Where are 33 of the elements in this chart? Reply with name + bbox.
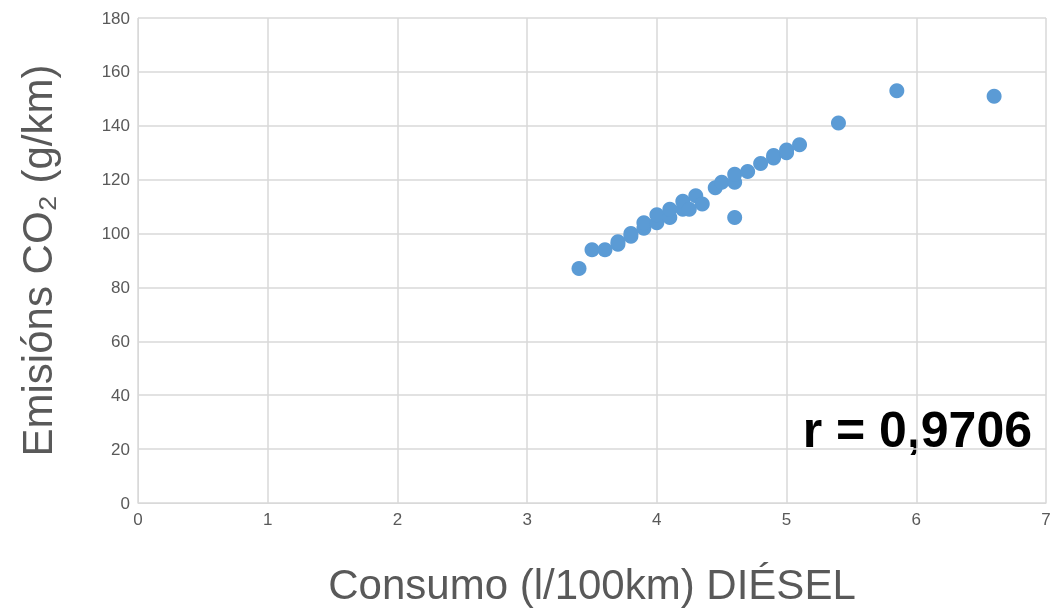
y-tick-label: 80 bbox=[111, 277, 130, 297]
x-tick-label: 4 bbox=[652, 510, 662, 529]
x-tick-label: 6 bbox=[911, 510, 922, 529]
point bbox=[694, 196, 710, 212]
y-tick-label: 100 bbox=[101, 224, 130, 244]
y-tick-label: 60 bbox=[111, 331, 130, 351]
point bbox=[584, 242, 600, 258]
y-tick-label: 20 bbox=[111, 439, 130, 459]
x-tick-label: 3 bbox=[522, 510, 532, 529]
y-tick-label: 0 bbox=[120, 493, 130, 513]
x-tick-label: 5 bbox=[781, 510, 792, 529]
point bbox=[986, 88, 1002, 104]
point bbox=[727, 209, 743, 225]
point bbox=[597, 242, 613, 258]
x-axis-title: Consumo (l/100km) DIÉSEL bbox=[328, 560, 856, 608]
point bbox=[740, 164, 756, 180]
point bbox=[753, 156, 769, 171]
annotation: r = 0,9706 bbox=[802, 402, 1032, 458]
y-tick-label: 120 bbox=[101, 170, 130, 190]
y-tick-label: 180 bbox=[101, 8, 130, 28]
y-tick-label: 40 bbox=[111, 385, 130, 405]
x-tick-label: 7 bbox=[1041, 510, 1051, 529]
y-tick-label: 160 bbox=[101, 62, 130, 82]
y-axis-title: Emisións CO₂ (g/km) bbox=[13, 64, 61, 457]
point bbox=[571, 261, 587, 277]
x-tick-label: 1 bbox=[262, 510, 273, 529]
point bbox=[792, 137, 808, 153]
x-tick-label: 0 bbox=[133, 510, 143, 529]
point bbox=[714, 174, 730, 190]
x-tick-label: 2 bbox=[392, 510, 403, 529]
point bbox=[830, 115, 846, 131]
point bbox=[889, 83, 905, 99]
y-tick-label: 140 bbox=[101, 116, 130, 136]
